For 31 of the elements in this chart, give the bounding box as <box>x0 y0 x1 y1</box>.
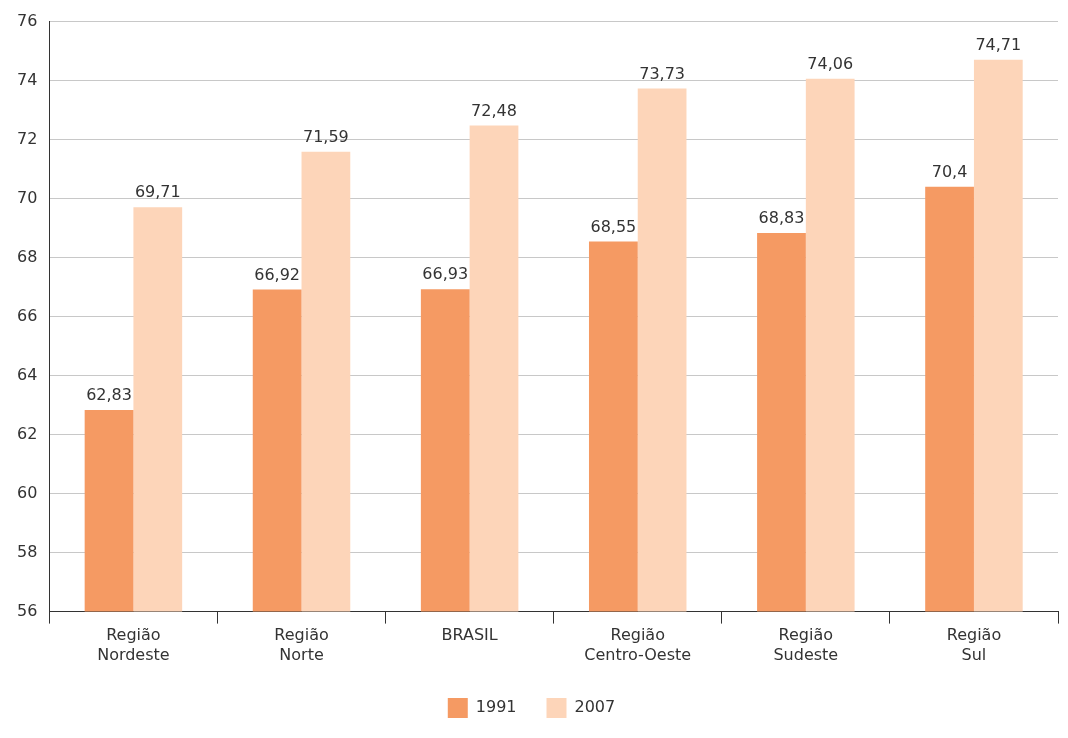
y-tick-label: 64 <box>17 364 38 384</box>
y-tick-label: 74 <box>17 69 38 89</box>
y-tick-label: 66 <box>17 305 38 325</box>
data-label: 68,55 <box>590 216 637 236</box>
data-label: 70,4 <box>931 161 968 181</box>
y-tick-label: 56 <box>17 600 38 620</box>
data-label: 69,71 <box>134 182 181 202</box>
x-tick-label: BRASIL <box>441 625 498 645</box>
data-label: 68,83 <box>758 208 805 228</box>
data-label: 62,83 <box>86 385 132 405</box>
x-tick-label: Região Norte <box>274 625 329 664</box>
data-label: 71,59 <box>302 126 349 146</box>
data-label: 74,06 <box>807 53 854 73</box>
y-tick-label: 68 <box>17 246 38 266</box>
data-label: 72,48 <box>471 100 517 120</box>
y-tick-label: 72 <box>17 128 38 148</box>
legend-label: 1991 <box>475 697 517 717</box>
data-label: 74,71 <box>975 34 1022 54</box>
x-tick-label: Região Sudeste <box>773 625 839 664</box>
data-label: 73,73 <box>639 63 686 83</box>
y-tick-label: 58 <box>17 541 38 561</box>
x-tick-label: Região Sul <box>946 625 1002 664</box>
data-label: 66,92 <box>254 264 301 284</box>
y-tick-label: 60 <box>17 482 38 502</box>
legend-label: 2007 <box>574 697 616 717</box>
x-tick-label: Região Centro-Oeste <box>584 625 692 664</box>
y-tick-label: 70 <box>17 187 38 207</box>
data-label: 66,93 <box>422 264 469 284</box>
x-tick-label: Região Nordeste <box>97 625 170 664</box>
y-tick-label: 62 <box>17 423 38 443</box>
y-tick-label: 76 <box>17 10 38 30</box>
